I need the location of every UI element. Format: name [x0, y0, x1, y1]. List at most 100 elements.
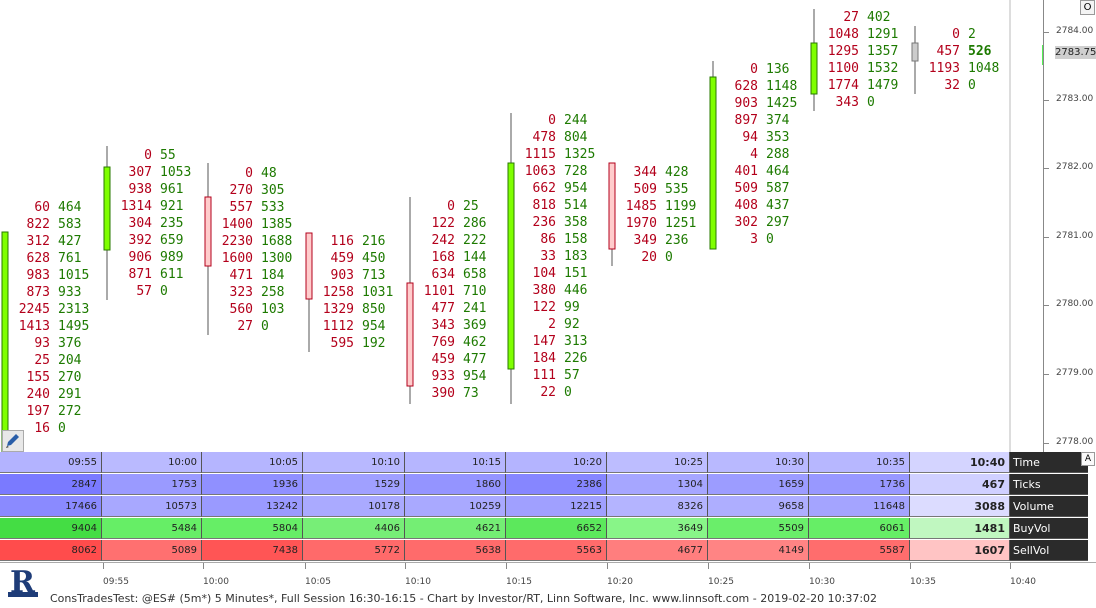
sell-volume: 983 — [26, 268, 50, 283]
options-button[interactable]: O — [1080, 0, 1095, 15]
buy-volume: 55 — [160, 148, 176, 163]
stats-cell: 3088 — [910, 496, 1010, 517]
stats-cell: 5089 — [102, 540, 202, 561]
buy-volume: 0 — [160, 284, 168, 299]
sell-volume: 240 — [26, 387, 50, 402]
candle-body — [305, 232, 313, 300]
buy-volume: 0 — [261, 319, 269, 334]
sell-volume: 1101 — [423, 284, 455, 299]
stats-cell: 12215 — [506, 496, 607, 517]
footprint-level: 595 192 — [318, 335, 393, 352]
footprint-level: 240 291 — [14, 386, 89, 403]
stats-row-ticks: 2847 1753 1936 1529 1860 2386 1304 1659 1736 467 T… — [0, 474, 1088, 496]
buy-volume: 2 — [968, 27, 976, 42]
buy-volume: 1495 — [58, 319, 90, 334]
footprint-level: 16 0 — [14, 420, 89, 437]
footprint-chart[interactable]: 60 464 822 583 312 427 628 761 983 1015 873 933 2245… — [0, 0, 1043, 452]
footprint-level: 1600 1300 — [217, 250, 293, 267]
buy-volume: 183 — [564, 249, 588, 264]
price-tick-mark — [1044, 168, 1049, 169]
sell-volume: 471 — [229, 268, 253, 283]
footprint-level: 380 446 — [520, 282, 595, 299]
buy-volume: 533 — [261, 200, 285, 215]
buy-volume: 0 — [58, 421, 66, 436]
buy-volume: 713 — [362, 268, 386, 283]
sell-volume: 116 — [330, 234, 354, 249]
sell-volume: 1100 — [827, 61, 859, 76]
footprint-level: 477 241 — [419, 300, 487, 317]
footprint-level: 0 48 — [217, 165, 292, 182]
pencil-icon[interactable] — [2, 430, 24, 452]
footprint-level: 1400 1385 — [217, 216, 293, 233]
sell-volume: 1314 — [120, 199, 152, 214]
stats-cell: 10:15 — [405, 452, 506, 473]
footprint-level: 0 25 — [419, 198, 486, 215]
sell-volume: 168 — [431, 250, 455, 265]
stats-cell: 7438 — [202, 540, 303, 561]
footprint-level: 871 611 — [116, 266, 191, 283]
stats-row-label: Volume — [1010, 496, 1088, 517]
footprint-level: 628 761 — [14, 250, 89, 267]
footprint-level: 557 533 — [217, 199, 292, 216]
footprint-level: 155 270 — [14, 369, 89, 386]
price-tick-label: 2783.00 — [1056, 94, 1094, 104]
sell-volume: 933 — [431, 369, 455, 384]
sell-volume: 4 — [750, 147, 758, 162]
stats-cell: 10:40 — [910, 452, 1010, 473]
stats-cell: 1659 — [708, 474, 809, 495]
buy-volume: 305 — [261, 183, 285, 198]
stats-row-sellvol: 8062 5089 7438 5772 5638 5563 4677 4149 5587 1607… — [0, 540, 1088, 562]
footprint-level: 20 0 — [621, 249, 696, 266]
footprint-level: 93 376 — [14, 335, 89, 352]
footprint-bar: 0 48 270 305 557 533 1400 1385 2230 1688 1600 1300 4… — [217, 165, 293, 335]
time-tick-label: 10:40 — [1010, 577, 1036, 587]
buy-volume: 92 — [564, 317, 580, 332]
price-axis[interactable]: 2784.00 2783.00 2782.00 2781.00 2780.00 2779.… — [1043, 0, 1096, 452]
buy-volume: 933 — [58, 285, 82, 300]
buy-volume: 0 — [564, 385, 572, 400]
footprint-level: 897 374 — [722, 112, 797, 129]
candle-body — [406, 282, 414, 387]
buy-volume: 73 — [463, 386, 479, 401]
sell-volume: 1413 — [18, 319, 50, 334]
sell-volume: 94 — [742, 130, 758, 145]
sell-volume: 242 — [431, 233, 455, 248]
stats-row-label: Time — [1010, 452, 1088, 473]
footprint-level: 628 1148 — [722, 78, 798, 95]
sell-volume: 897 — [734, 113, 758, 128]
buy-volume: 1425 — [766, 96, 798, 111]
price-tick-mark — [1044, 100, 1049, 101]
sell-volume: 323 — [229, 285, 253, 300]
buy-volume: 158 — [564, 232, 588, 247]
footprint-level: 933 954 — [419, 368, 487, 385]
sell-volume: 595 — [330, 336, 354, 351]
sell-volume: 478 — [532, 130, 556, 145]
buy-volume: 1148 — [766, 79, 798, 94]
price-tick-mark — [1044, 374, 1049, 375]
sell-volume: 871 — [128, 267, 152, 282]
price-tick-label: 2780.00 — [1056, 299, 1094, 309]
time-tick-mark — [607, 563, 608, 569]
sell-volume: 302 — [734, 215, 758, 230]
buy-volume: 25 — [463, 199, 479, 214]
footprint-level: 1101 710 — [419, 283, 487, 300]
footprint-level: 459 450 — [318, 250, 393, 267]
stats-cell: 5804 — [202, 518, 303, 539]
buy-volume: 850 — [362, 302, 386, 317]
sell-volume: 0 — [548, 113, 556, 128]
stats-cell: 1753 — [102, 474, 202, 495]
footprint-level: 0 244 — [520, 112, 595, 129]
time-tick-label: 10:25 — [708, 577, 734, 587]
sell-volume: 1600 — [221, 251, 253, 266]
sell-volume: 344 — [633, 165, 657, 180]
footprint-level: 634 658 — [419, 266, 487, 283]
table-autoscale-button[interactable]: A — [1081, 452, 1095, 466]
sell-volume: 57 — [136, 284, 152, 299]
footprint-level: 1048 1291 — [823, 26, 899, 43]
sell-volume: 184 — [532, 351, 556, 366]
footprint-level: 401 464 — [722, 163, 797, 180]
footprint-level: 459 477 — [419, 351, 487, 368]
buy-volume: 921 — [160, 199, 184, 214]
buy-volume: 236 — [665, 233, 689, 248]
time-axis[interactable]: 09:55 10:00 10:05 10:10 10:15 10:20 10:25 10:30… — [0, 562, 1096, 591]
